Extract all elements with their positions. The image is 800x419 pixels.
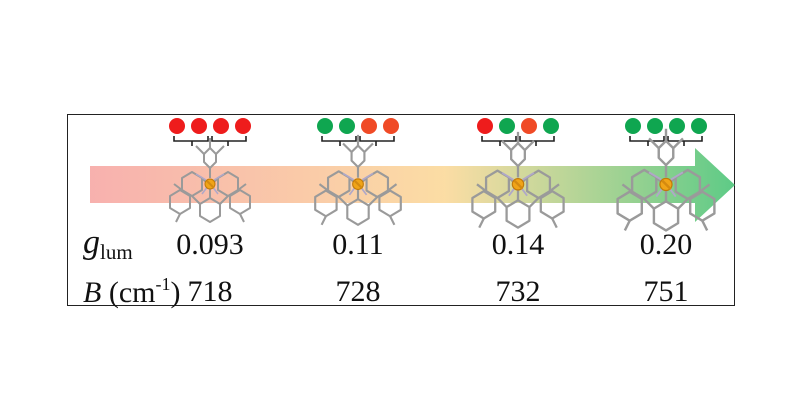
glum-subscript: lum [100, 240, 133, 264]
b-unit-exponent: -1 [155, 274, 171, 294]
b-unit-suffix: ) [170, 276, 181, 309]
glum-symbol: g [83, 224, 100, 261]
b-value-4: 751 [643, 275, 689, 308]
glum-value-3: 0.14 [491, 228, 545, 261]
b-unit-prefix: (cm [101, 276, 156, 309]
b-value-3: 732 [495, 275, 541, 308]
b-value-1: 718 [187, 275, 233, 308]
glum-value-2: 0.11 [332, 228, 384, 261]
glum-value-1: 0.093 [176, 228, 244, 261]
b-value-2: 728 [335, 275, 381, 308]
glum-value-4: 0.20 [639, 228, 693, 261]
glum-row-label: glum [83, 226, 133, 263]
b-row-label: B (cm-1) [83, 275, 180, 308]
b-symbol: B [83, 276, 102, 309]
